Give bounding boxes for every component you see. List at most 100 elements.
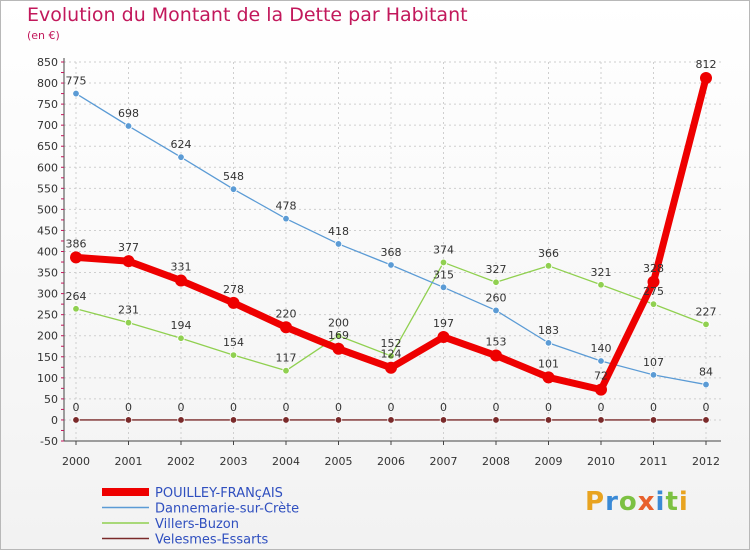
data-label: 153 — [486, 336, 507, 349]
data-label: 264 — [66, 290, 87, 303]
data-label: 107 — [643, 356, 664, 369]
data-point — [649, 300, 658, 308]
logo-letter: x — [637, 487, 656, 517]
data-point — [72, 416, 80, 424]
data-point — [490, 349, 502, 362]
data-label: 101 — [538, 357, 559, 370]
data-point — [70, 251, 82, 264]
data-point — [124, 318, 133, 327]
y-tick-label: -50 — [40, 435, 58, 448]
data-point — [282, 416, 290, 424]
data-label: 140 — [591, 342, 612, 355]
data-point — [702, 380, 710, 389]
data-label: 0 — [545, 401, 552, 414]
data-label: 231 — [118, 304, 139, 317]
data-label: 698 — [118, 107, 139, 120]
data-point — [387, 352, 395, 360]
data-label: 0 — [283, 401, 290, 414]
chart-subtitle: (en €) — [27, 29, 60, 42]
data-point — [229, 185, 238, 193]
data-point — [282, 366, 290, 375]
data-point — [227, 296, 240, 309]
data-label: 0 — [388, 401, 395, 414]
data-point — [72, 89, 80, 98]
data-label: 152 — [381, 337, 402, 350]
data-label: 194 — [171, 319, 192, 332]
data-label: 321 — [591, 266, 612, 279]
y-tick-label: 650 — [37, 140, 58, 153]
data-label: 315 — [433, 268, 454, 281]
data-point — [492, 278, 500, 286]
data-label: 374 — [433, 243, 454, 256]
data-point — [177, 334, 185, 342]
data-point — [282, 214, 290, 223]
proxiti-logo: Proxiti — [585, 487, 689, 517]
data-label: 775 — [66, 75, 87, 88]
data-label: 200 — [328, 317, 349, 330]
data-point — [544, 262, 553, 270]
data-label: 117 — [276, 352, 297, 365]
y-tick-label: 600 — [37, 161, 58, 174]
data-label: 278 — [223, 283, 244, 296]
data-point — [597, 357, 605, 365]
data-point — [387, 416, 395, 424]
data-point — [439, 416, 448, 424]
data-label: 624 — [171, 138, 192, 151]
data-label: 0 — [703, 401, 710, 414]
data-label: 328 — [643, 262, 664, 275]
data-point — [439, 283, 448, 291]
data-point — [649, 416, 658, 424]
data-label: 72 — [594, 370, 608, 383]
x-tick-label: 2000 — [62, 455, 90, 468]
data-label: 275 — [643, 285, 664, 298]
y-tick-label: 200 — [37, 330, 58, 343]
data-point — [72, 305, 80, 313]
y-tick-label: 550 — [37, 182, 58, 195]
x-tick-label: 2002 — [167, 455, 195, 468]
data-label: 548 — [223, 170, 244, 183]
data-label: 84 — [699, 366, 713, 379]
data-point — [597, 416, 605, 424]
data-point — [542, 371, 555, 384]
data-point — [177, 416, 185, 424]
legend-label: Velesmes-Essarts — [155, 533, 269, 548]
data-label: 124 — [381, 348, 402, 361]
data-label: 812 — [696, 58, 717, 71]
data-label: 0 — [178, 401, 185, 414]
data-label: 197 — [433, 317, 454, 330]
data-point — [332, 342, 345, 355]
data-label: 0 — [598, 401, 605, 414]
data-label: 220 — [276, 307, 297, 320]
x-tick-label: 2009 — [535, 455, 563, 468]
x-tick-label: 2012 — [692, 455, 720, 468]
logo-letter: P — [585, 487, 606, 517]
data-label: 0 — [493, 401, 500, 414]
x-tick-label: 2007 — [430, 455, 458, 468]
data-point — [700, 72, 712, 85]
data-label: 0 — [335, 401, 342, 414]
y-tick-label: 700 — [37, 119, 58, 132]
data-point — [597, 281, 605, 289]
data-label: 478 — [276, 200, 297, 213]
x-tick-label: 2003 — [220, 455, 248, 468]
y-tick-label: 250 — [37, 309, 58, 322]
data-point — [544, 416, 553, 424]
y-tick-label: 400 — [37, 246, 58, 259]
legend-label: POUILLEY-FRANçAIS — [155, 486, 283, 501]
data-point — [702, 416, 710, 424]
data-point — [175, 274, 187, 287]
data-label: 260 — [486, 291, 507, 304]
x-tick-label: 2010 — [587, 455, 615, 468]
data-point — [124, 416, 133, 424]
data-label: 0 — [650, 401, 657, 414]
y-tick-label: 0 — [51, 414, 58, 427]
data-point — [649, 371, 658, 379]
logo-letter: i — [655, 487, 666, 517]
chart-title: Evolution du Montant de la Dette par Hab… — [27, 4, 468, 26]
y-tick-label: 450 — [37, 224, 58, 237]
data-label: 327 — [486, 263, 507, 276]
data-point — [280, 321, 292, 334]
data-point — [437, 330, 450, 343]
